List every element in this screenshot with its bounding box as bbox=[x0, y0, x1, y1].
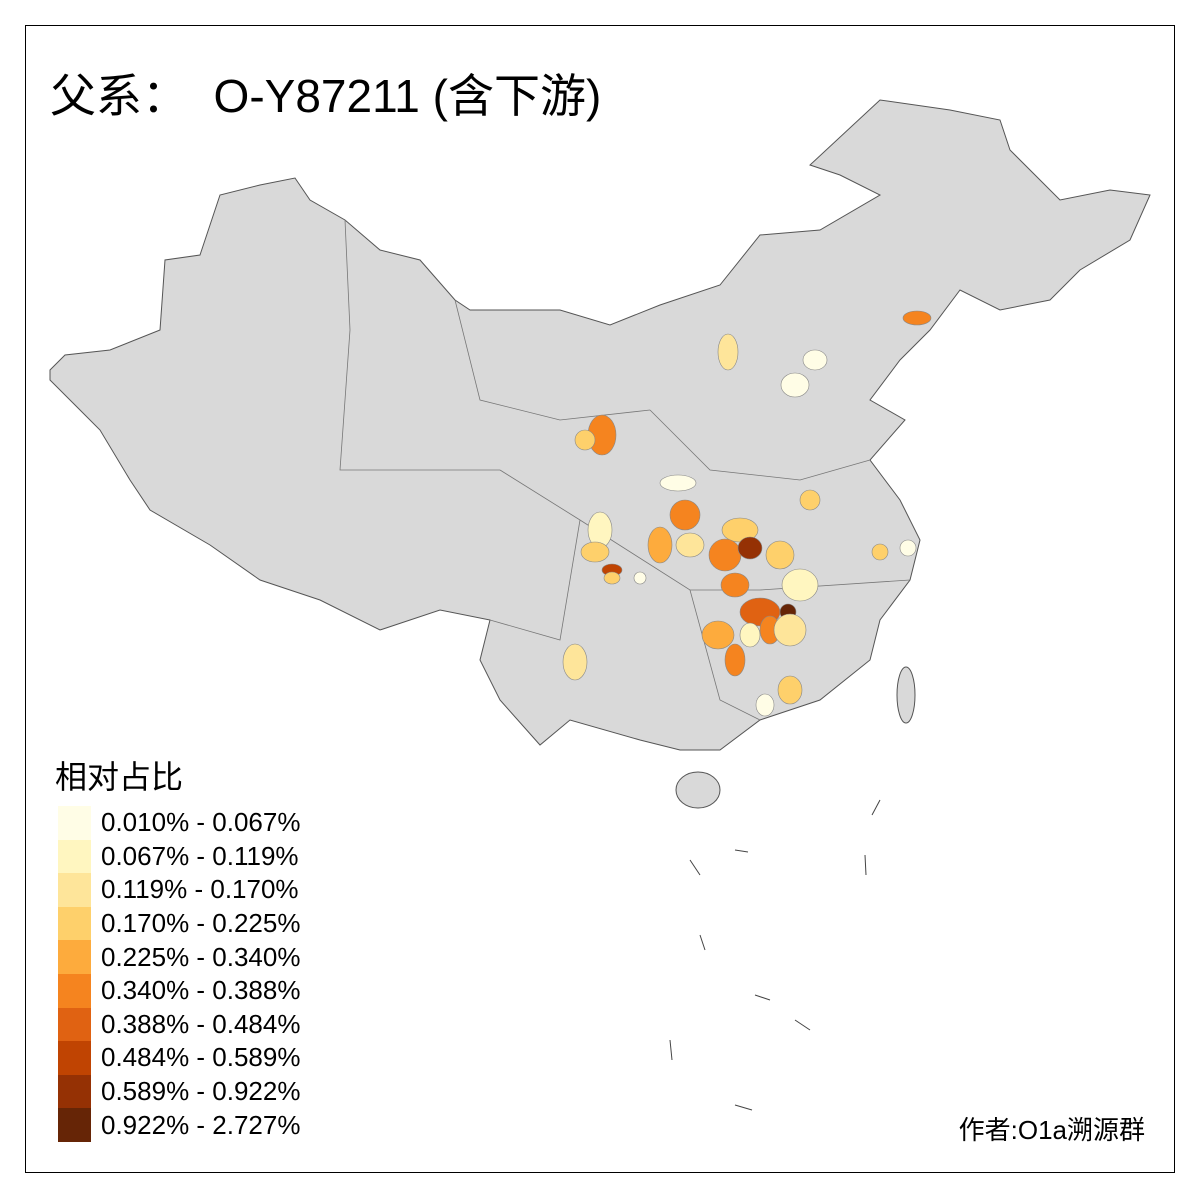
legend-swatch bbox=[58, 873, 91, 907]
shaded-prefecture bbox=[902, 310, 932, 326]
legend-label: 0.388% - 0.484% bbox=[101, 1008, 301, 1039]
author-credit: 作者:O1a溯源群 bbox=[958, 1115, 1145, 1145]
shaded-prefecture bbox=[647, 526, 673, 564]
shaded-prefecture bbox=[781, 568, 819, 602]
island-mark bbox=[734, 1104, 753, 1111]
legend-swatch bbox=[58, 806, 91, 840]
shaded-prefecture bbox=[765, 540, 795, 570]
taiwan-shape bbox=[896, 666, 916, 724]
shaded-prefecture bbox=[708, 538, 742, 572]
province-border bbox=[689, 589, 761, 721]
legend-label: 0.119% - 0.170% bbox=[101, 874, 299, 905]
province-border bbox=[649, 409, 871, 481]
legend-swatch bbox=[58, 1108, 91, 1142]
province-border bbox=[339, 219, 500, 471]
shaded-prefecture bbox=[603, 571, 621, 585]
legend-label: 0.589% - 0.922% bbox=[101, 1076, 301, 1107]
legend-item: 0.484% - 0.589% bbox=[58, 1041, 300, 1075]
shaded-prefecture bbox=[659, 474, 697, 492]
legend-item: 0.170% - 0.225% bbox=[58, 906, 301, 941]
shaded-prefecture bbox=[701, 620, 735, 650]
legend-label: 0.010% - 0.067% bbox=[101, 807, 301, 838]
island-mark bbox=[754, 994, 771, 1001]
island-mark bbox=[871, 799, 881, 816]
legend-item: 0.340% - 0.388% bbox=[58, 973, 301, 1008]
legend-item: 0.922% - 2.727% bbox=[58, 1108, 300, 1142]
shaded-prefecture bbox=[580, 541, 610, 563]
island-mark bbox=[734, 849, 749, 853]
legend: 0.010% - 0.067% 0.067% - 0.119% 0.119% - 0… bbox=[58, 806, 300, 1142]
shaded-prefecture bbox=[755, 693, 775, 717]
shaded-prefecture bbox=[574, 429, 596, 451]
legend-label: 0.225% - 0.340% bbox=[101, 941, 301, 972]
province-border bbox=[454, 299, 651, 421]
shaded-prefecture bbox=[899, 539, 917, 557]
legend-item: 0.225% - 0.340% bbox=[58, 940, 300, 974]
shaded-prefecture bbox=[739, 622, 761, 648]
shaded-prefecture bbox=[871, 543, 889, 561]
legend-item: 0.010% - 0.067% bbox=[58, 806, 300, 840]
legend-swatch bbox=[58, 1074, 91, 1109]
shaded-prefecture bbox=[633, 571, 647, 585]
island-mark bbox=[689, 859, 701, 876]
shaded-prefecture bbox=[720, 572, 750, 598]
island-mark bbox=[794, 1019, 811, 1031]
legend-label: 0.340% - 0.388% bbox=[101, 975, 301, 1006]
legend-swatch bbox=[58, 1041, 91, 1075]
hainan-shape bbox=[675, 771, 721, 809]
island-mark bbox=[864, 854, 867, 876]
shaded-prefecture bbox=[773, 613, 807, 647]
figure-frame bbox=[25, 25, 1175, 1173]
legend-swatch bbox=[58, 1007, 91, 1042]
shaded-prefecture bbox=[717, 333, 739, 371]
legend-item: 0.119% - 0.170% bbox=[58, 873, 300, 907]
shaded-prefecture bbox=[802, 349, 828, 371]
legend-item: 0.067% - 0.119% bbox=[58, 839, 300, 874]
legend-label: 0.067% - 0.119% bbox=[101, 840, 299, 871]
island-mark bbox=[669, 1039, 673, 1061]
shaded-prefecture bbox=[675, 532, 705, 558]
legend-item: 0.388% - 0.484% bbox=[58, 1007, 301, 1042]
shaded-prefecture bbox=[780, 372, 810, 398]
legend-title: 相对占比 bbox=[55, 758, 184, 796]
legend-label: 0.922% - 2.727% bbox=[101, 1109, 301, 1140]
shaded-prefecture bbox=[777, 675, 803, 705]
shaded-prefecture bbox=[562, 643, 588, 681]
shaded-prefecture bbox=[669, 499, 701, 531]
legend-swatch bbox=[58, 940, 91, 974]
shaded-prefecture bbox=[724, 643, 746, 677]
legend-item: 0.589% - 0.922% bbox=[58, 1074, 301, 1109]
legend-label: 0.484% - 0.589% bbox=[101, 1042, 301, 1073]
legend-label: 0.170% - 0.225% bbox=[101, 908, 301, 939]
legend-swatch bbox=[58, 973, 91, 1008]
map-title: 父系： O-Y87211 (含下游) bbox=[50, 70, 602, 122]
province-border bbox=[489, 519, 581, 641]
shaded-prefecture bbox=[737, 536, 763, 560]
legend-swatch bbox=[58, 839, 91, 874]
legend-swatch bbox=[58, 906, 91, 941]
island-mark bbox=[699, 934, 706, 951]
shaded-prefecture bbox=[799, 489, 821, 511]
